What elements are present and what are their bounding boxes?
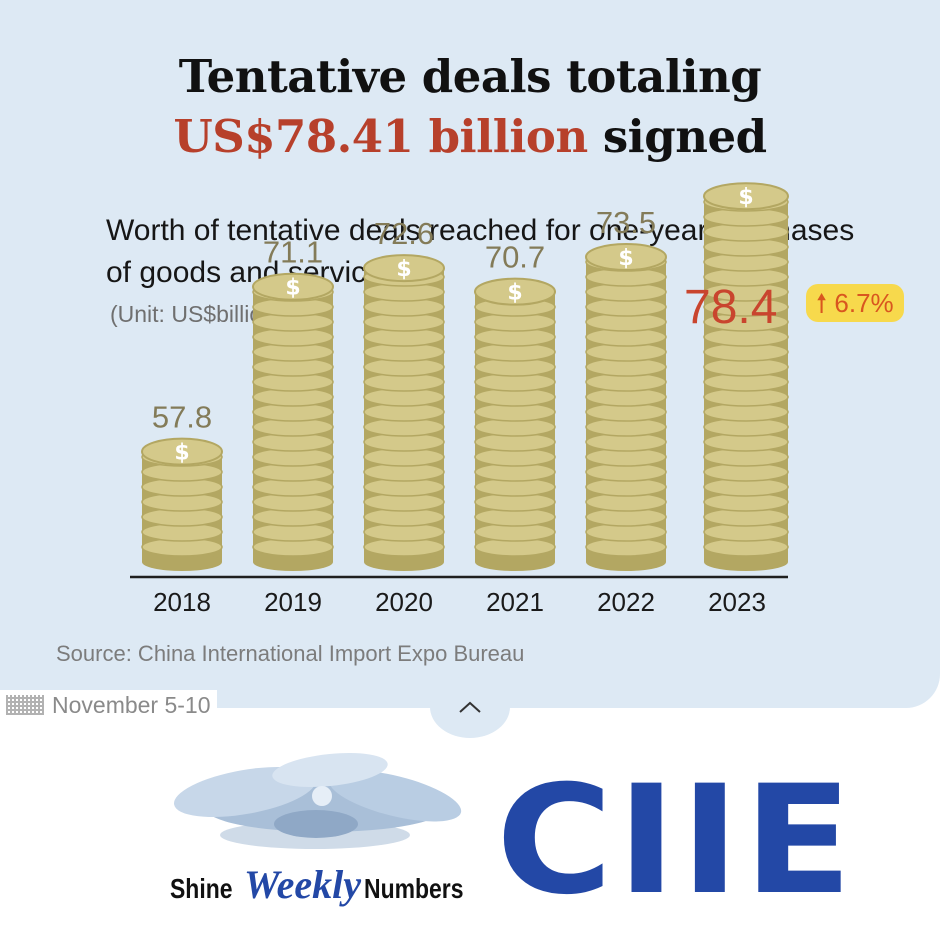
expo-building-icon (173, 752, 462, 849)
value-label-2018: 57.8 (152, 400, 212, 435)
brand-numbers: Numbers (364, 874, 463, 905)
headline-line-1: Tentative deals totaling (178, 50, 762, 103)
bar-2020: $ (363, 254, 445, 571)
growth-value: 6.7% (834, 288, 894, 318)
highlight-value: 78.4 (684, 281, 778, 334)
value-label-2019: 71.1 (263, 235, 323, 270)
category-label-2022: 2022 (597, 587, 655, 617)
bar-2022: $ (585, 242, 667, 571)
value-label-2020: 72.6 (374, 216, 434, 251)
dollar-icon: $ (507, 281, 522, 306)
brand-weekly: Weekly (244, 862, 361, 907)
dollar-icon: $ (618, 246, 633, 271)
up-arrow-icon: 🠕 (816, 288, 828, 318)
event-date: November 5-10 (52, 691, 211, 718)
category-label-2023: 2023 (708, 587, 766, 617)
coin-stack-chart: $57.8 2018 $71.1 2019 $72.6 2020 $70.7 2021 $73.… (130, 182, 789, 617)
bar-2023: $ (703, 182, 789, 571)
value-label-2022: 73.5 (596, 205, 656, 240)
collapse-tab[interactable] (430, 676, 510, 738)
source-note: Source: China International Import Expo … (56, 641, 525, 666)
category-label-2019: 2019 (264, 587, 322, 617)
growth-badge: 🠕 6.7% (806, 284, 904, 322)
brand-ciie-logo: CIIE (496, 754, 857, 928)
dollar-icon: $ (174, 441, 189, 466)
headline-highlight: US$78.41 billion (173, 110, 588, 163)
date-box: November 5-10 (0, 690, 217, 720)
calendar-icon (6, 695, 44, 715)
bar-2018: $ (141, 437, 223, 571)
chevron-up-icon[interactable] (457, 700, 483, 714)
category-label-2018: 2018 (153, 587, 211, 617)
headline-rest: signed (587, 110, 767, 163)
bar-2021: $ (474, 277, 556, 571)
dollar-icon: $ (396, 257, 411, 282)
brand-shine: Shine (170, 874, 232, 905)
category-label-2020: 2020 (375, 587, 433, 617)
bar-2019: $ (252, 272, 334, 571)
headline-line-2: US$78.41 billion signed (0, 110, 940, 163)
value-label-2021: 70.7 (485, 240, 545, 275)
category-label-2021: 2021 (486, 587, 544, 617)
dollar-icon: $ (285, 276, 300, 301)
dollar-icon: $ (738, 185, 753, 210)
